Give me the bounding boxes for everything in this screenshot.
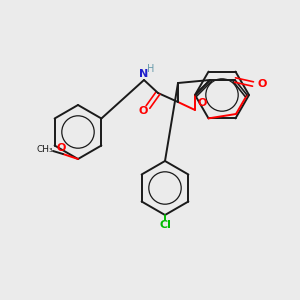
Text: N: N (140, 69, 148, 79)
Text: O: O (138, 106, 148, 116)
Text: O: O (197, 98, 206, 108)
Text: O: O (56, 143, 66, 153)
Text: CH₃: CH₃ (37, 146, 53, 154)
Text: Cl: Cl (159, 220, 171, 230)
Text: H: H (147, 64, 155, 74)
Text: O: O (257, 79, 266, 89)
